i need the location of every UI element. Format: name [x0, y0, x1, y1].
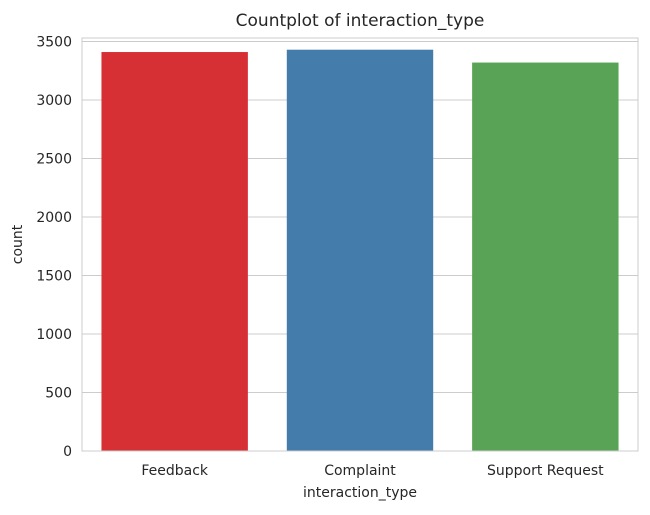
x-tick-label: Feedback: [141, 463, 209, 479]
bar-complaint: [286, 49, 434, 452]
y-axis-label: count: [10, 224, 26, 264]
x-axis-ticks: Feedback Complaint Support Request: [141, 463, 604, 479]
plot-frame: [81, 37, 639, 452]
y-tick-label: 2500: [36, 152, 72, 168]
x-tick-label: Support Request: [487, 463, 604, 479]
bar-feedback: [101, 52, 248, 451]
y-tick-label: 0: [63, 444, 72, 460]
y-tick-label: 2000: [36, 210, 72, 226]
bars-group: [101, 49, 619, 452]
bar-support-request: [472, 62, 619, 452]
chart-title: Countplot of interaction_type: [236, 11, 485, 31]
y-tick-label: 3000: [36, 93, 72, 109]
y-tick-label: 1500: [36, 269, 72, 285]
y-tick-label: 500: [45, 386, 72, 402]
y-tick-label: 3500: [36, 35, 72, 51]
y-axis-ticks: 0 500 1000 1500 2000 2500 3000 3500: [36, 35, 72, 460]
x-tick-label: Complaint: [324, 463, 396, 479]
x-axis-label: interaction_type: [303, 485, 417, 501]
y-tick-label: 1000: [36, 327, 72, 343]
